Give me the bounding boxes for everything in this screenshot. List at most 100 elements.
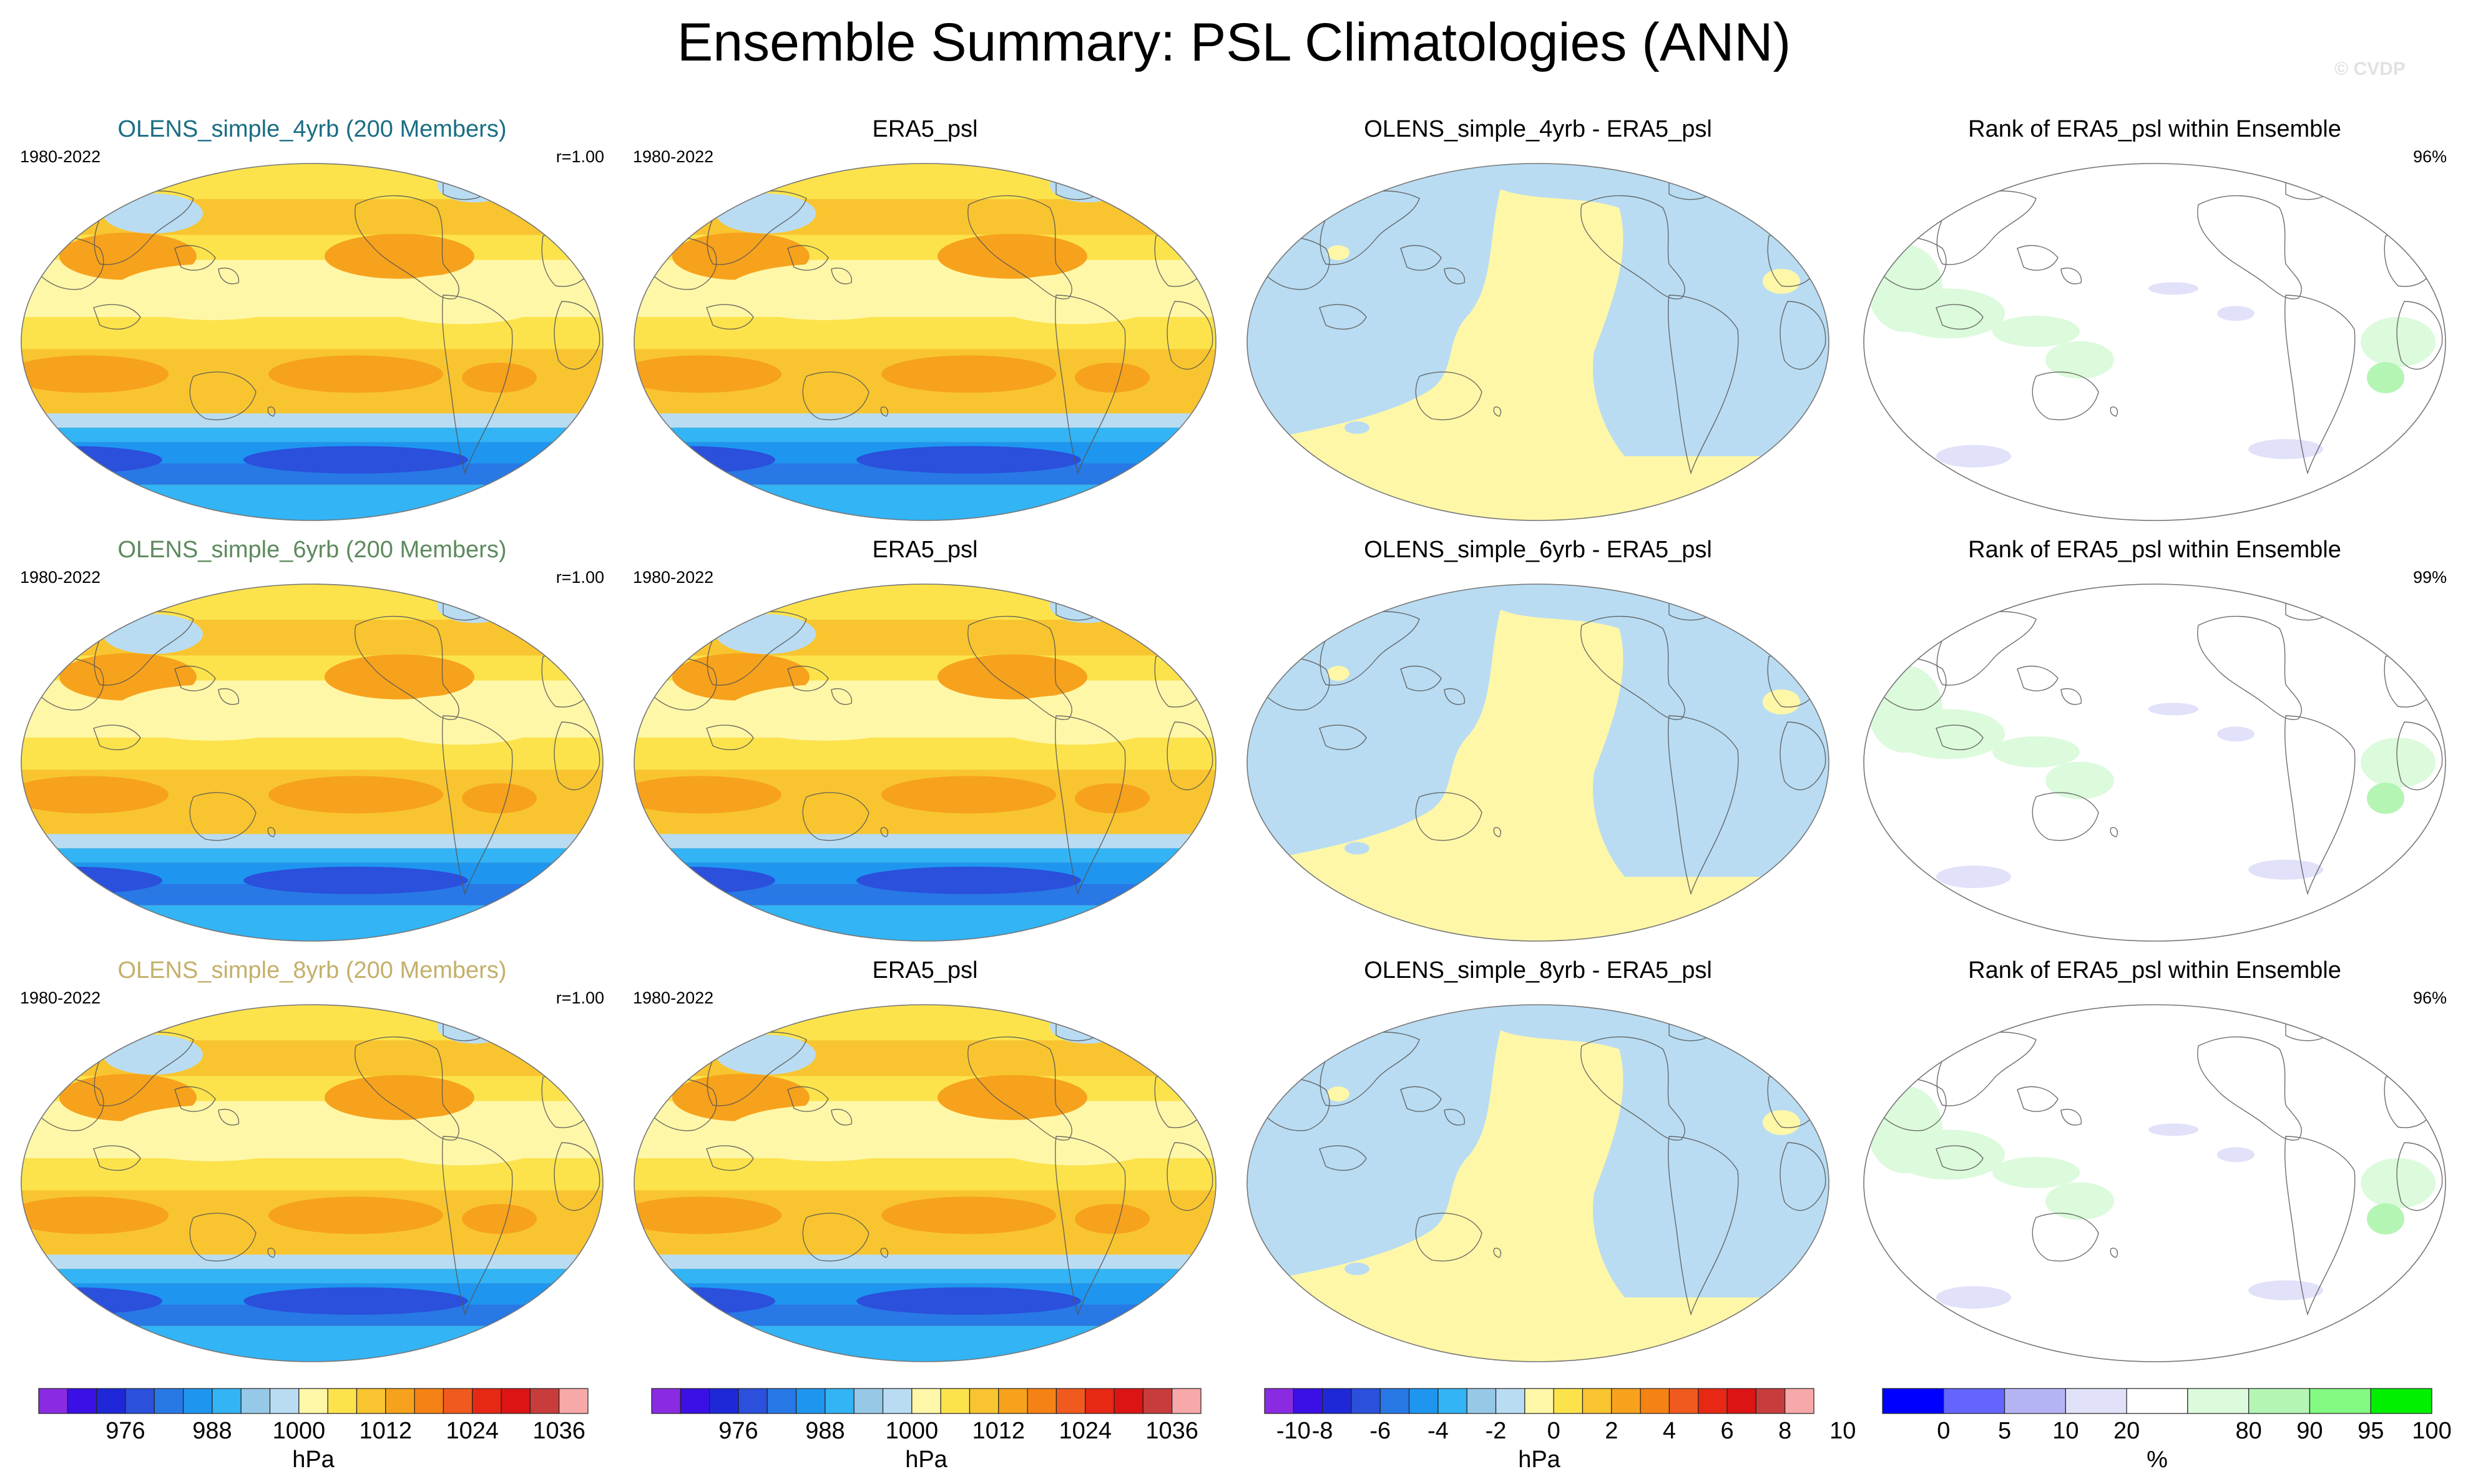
map-rank xyxy=(1863,163,2446,521)
panel-years: 1980-2022 xyxy=(20,989,101,1007)
colorbar-swatch xyxy=(2370,1388,2432,1414)
colorbar-tick-label: -10 xyxy=(1276,1418,1311,1444)
colorbar-tick-label: 90 xyxy=(2296,1418,2323,1444)
colorbar-swatch xyxy=(67,1388,97,1414)
colorbar-tick-label: 6 xyxy=(1720,1418,1733,1444)
colorbar-tick-label: 1024 xyxy=(1059,1418,1112,1444)
colorbar-swatch xyxy=(2309,1388,2371,1414)
colorbar-swatch xyxy=(940,1388,971,1414)
panel-title: ERA5_psl xyxy=(872,957,978,984)
colorbar-swatch xyxy=(1055,1388,1086,1414)
colorbar-swatch xyxy=(1698,1388,1728,1414)
colorbar-swatch xyxy=(680,1388,710,1414)
colorbar-tick-label: 1024 xyxy=(446,1418,499,1444)
panel-ens-row3: OLENS_simple_8yrb (200 Members) 1980-202… xyxy=(6,955,618,1380)
colorbar-swatch xyxy=(1553,1388,1584,1414)
panel-years: 1980-2022 xyxy=(633,147,714,166)
colorbar-swatch xyxy=(1114,1388,1143,1414)
colorbar-tick-label: 10 xyxy=(2052,1418,2079,1444)
colorbar-swatch xyxy=(1755,1388,1786,1414)
colorbar-tick-label: -8 xyxy=(1312,1418,1333,1444)
colorbar-tick-label: 1000 xyxy=(886,1418,939,1444)
map-observations xyxy=(634,1004,1217,1362)
colorbar-swatch xyxy=(1085,1388,1115,1414)
panel-obs-row3: ERA5_psl 1980-2022 xyxy=(619,955,1231,1380)
colorbar-swatch xyxy=(1943,1388,2005,1414)
colorbar-swatch xyxy=(1882,1388,1944,1414)
colorbar-swatch xyxy=(327,1388,358,1414)
colorbar-swatch xyxy=(998,1388,1028,1414)
colorbar-swatch xyxy=(1408,1388,1439,1414)
colorbar-swatch xyxy=(529,1388,560,1414)
colorbar-tick-label: 20 xyxy=(2113,1418,2140,1444)
panel-title: OLENS_simple_6yrb (200 Members) xyxy=(117,537,507,563)
map-rank xyxy=(1863,1004,2446,1362)
pattern-correlation: r=1.00 xyxy=(556,568,604,587)
colorbar-tick-label: 1000 xyxy=(273,1418,326,1444)
colorbar-swatch xyxy=(1322,1388,1352,1414)
rank-percent: 99% xyxy=(2412,568,2447,587)
colorbar-tick-label: 5 xyxy=(1998,1418,2011,1444)
colorbar-swatch xyxy=(1466,1388,1497,1414)
colorbar-swatch xyxy=(969,1388,999,1414)
colorbar-unit: hPa xyxy=(1518,1447,1560,1473)
colorbar-tick-label: 100 xyxy=(2412,1418,2451,1444)
colorbar-swatch xyxy=(472,1388,502,1414)
colorbar-swatch xyxy=(154,1388,184,1414)
colorbar-swatch xyxy=(2126,1388,2188,1414)
map-ensemble-mean xyxy=(21,163,604,521)
colorbar-tick-label: 1036 xyxy=(1145,1418,1198,1444)
colorbar-swatch xyxy=(1495,1388,1525,1414)
colorbar-swatch xyxy=(1379,1388,1410,1414)
colorbar-tick-label: 10 xyxy=(1829,1418,1856,1444)
colorbar-psl-observations: 976 988 1000 1012 1024 1036 hPa xyxy=(651,1388,1202,1482)
colorbar-swatch xyxy=(1785,1388,1814,1414)
panel-title: ERA5_psl xyxy=(872,537,978,563)
colorbar-tick-label: 1036 xyxy=(532,1418,585,1444)
colorbar-swatch xyxy=(1142,1388,1173,1414)
map-difference xyxy=(1246,1004,1829,1362)
panel-rank-row2: Rank of ERA5_psl within Ensemble 99% xyxy=(1849,535,2461,959)
panel-ens-row1: OLENS_simple_4yrb (200 Members) 1980-202… xyxy=(6,114,618,539)
colorbar-swatch xyxy=(1264,1388,1294,1414)
map-difference xyxy=(1246,583,1829,942)
colorbar-swatch xyxy=(212,1388,242,1414)
colorbar-tick-label: -4 xyxy=(1427,1418,1449,1444)
rank-percent: 96% xyxy=(2412,989,2447,1007)
colorbar-swatch xyxy=(443,1388,473,1414)
page-title: Ensemble Summary: PSL Climatologies (ANN… xyxy=(677,12,1791,72)
colorbar-swatch xyxy=(240,1388,271,1414)
map-difference xyxy=(1246,163,1829,521)
panel-diff-row2: OLENS_simple_6yrb - ERA5_psl xyxy=(1232,535,1844,959)
colorbar-swatch xyxy=(825,1388,854,1414)
colorbar-tick-label: 1012 xyxy=(360,1418,413,1444)
pattern-correlation: r=1.00 xyxy=(556,989,604,1007)
watermark: © CVDP xyxy=(2334,59,2406,79)
colorbar-unit: hPa xyxy=(905,1447,948,1473)
colorbar-swatch xyxy=(766,1388,797,1414)
panel-title: OLENS_simple_4yrb - ERA5_psl xyxy=(1364,116,1712,142)
colorbar-tick-label: 988 xyxy=(805,1418,845,1444)
colorbar-psl-ensemble: 976 988 1000 1012 1024 1036 hPa xyxy=(38,1388,589,1482)
colorbar-swatch xyxy=(709,1388,739,1414)
colorbar-swatch xyxy=(911,1388,941,1414)
rank-percent: 96% xyxy=(2412,147,2447,166)
panel-obs-row2: ERA5_psl 1980-2022 xyxy=(619,535,1231,959)
colorbar-tick-label: 976 xyxy=(718,1418,758,1444)
colorbar-swatch xyxy=(356,1388,386,1414)
colorbar-swatch xyxy=(38,1388,68,1414)
colorbar-swatch xyxy=(1726,1388,1756,1414)
map-rank xyxy=(1863,583,2446,942)
colorbar-swatch xyxy=(651,1388,681,1414)
colorbar-rank: 0 5 10 20 80 90 95 100 % xyxy=(1882,1388,2452,1482)
colorbar-difference: -10 -8 -6 -4 -2 0 2 4 6 8 10 hPa xyxy=(1264,1388,1856,1482)
panel-title: OLENS_simple_8yrb (200 Members) xyxy=(117,957,507,984)
colorbar-tick-label: 976 xyxy=(105,1418,145,1444)
colorbar-swatch xyxy=(1640,1388,1670,1414)
panel-ens-row2: OLENS_simple_6yrb (200 Members) 1980-202… xyxy=(6,535,618,959)
colorbar-swatch xyxy=(1611,1388,1641,1414)
panel-title: OLENS_simple_6yrb - ERA5_psl xyxy=(1364,537,1712,563)
colorbar-swatch xyxy=(882,1388,913,1414)
panel-years: 1980-2022 xyxy=(20,147,101,166)
colorbar-swatch xyxy=(1524,1388,1554,1414)
